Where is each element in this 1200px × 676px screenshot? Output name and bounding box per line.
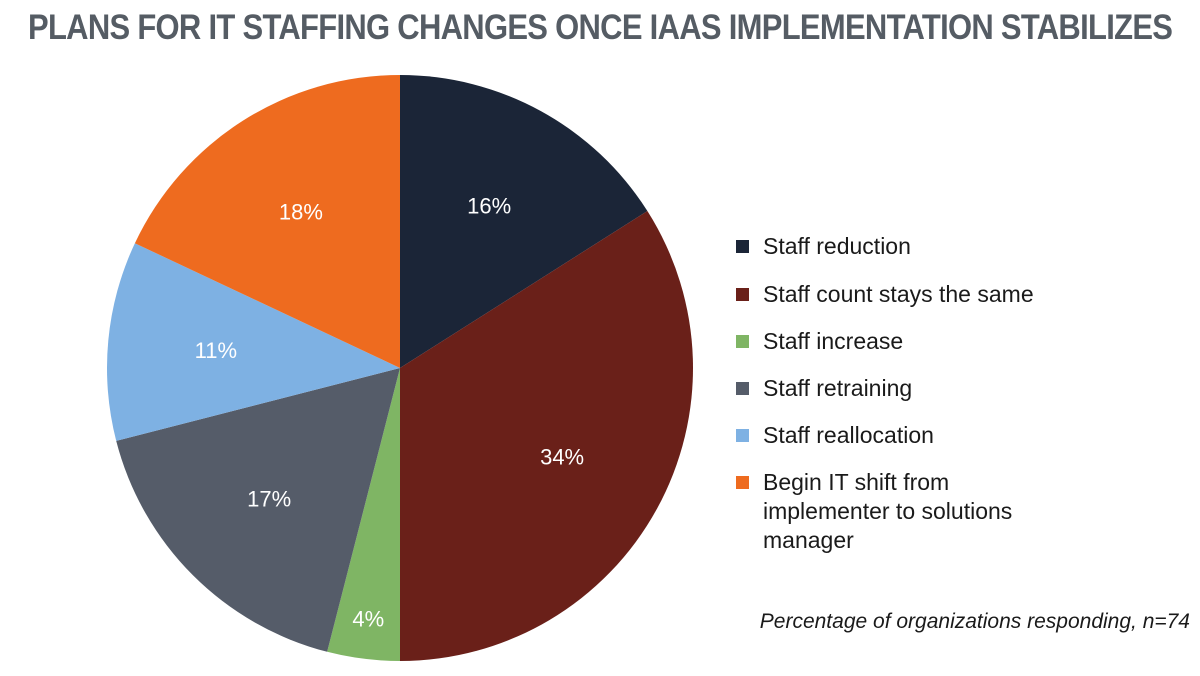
legend-label: Staff reduction xyxy=(763,233,911,259)
legend-label: Staff increase xyxy=(763,328,904,354)
pie-slice-staff-reduction xyxy=(400,75,648,368)
legend-swatch xyxy=(736,288,749,301)
pie-slice-staff-retraining xyxy=(116,368,400,652)
pie-data-label: 11% xyxy=(195,338,237,363)
legend-swatch xyxy=(736,335,749,348)
pie-data-label: 4% xyxy=(352,607,384,632)
legend-item-staff-increase: Staff increase xyxy=(736,327,1063,356)
legend-label: Staff count stays the same xyxy=(763,281,1034,307)
pie-slice-staff-reallocation xyxy=(106,243,400,441)
legend-label: Begin IT shift from implementer to solut… xyxy=(763,469,1013,553)
legend-item-begin-it-shift-from-implementer-to-solutions-manager: Begin IT shift from implementer to solut… xyxy=(736,468,1063,555)
pie-data-label: 17% xyxy=(247,486,291,511)
legend-swatch xyxy=(736,429,749,442)
legend-item-staff-reduction: Staff reduction xyxy=(736,232,1063,261)
pie-data-label: 34% xyxy=(540,445,584,470)
legend-label: Staff reallocation xyxy=(763,422,934,448)
legend-label: Staff retraining xyxy=(763,375,913,401)
pie-slice-staff-increase xyxy=(327,368,400,661)
pie-data-label: 18% xyxy=(279,199,323,224)
pie-slice-staff-count-stays-the-same xyxy=(400,211,693,661)
legend-swatch xyxy=(736,240,749,253)
legend-item-staff-count-stays-the-same: Staff count stays the same xyxy=(736,280,1063,309)
pie-slice-begin-it-shift-from-implementer-to-solutions-manager xyxy=(134,75,400,368)
pie-data-label: 16% xyxy=(467,193,511,218)
footnote: Percentage of organizations responding, … xyxy=(759,610,1190,633)
legend-item-staff-retraining: Staff retraining xyxy=(736,374,1063,403)
legend-swatch xyxy=(736,382,749,395)
legend-item-staff-reallocation: Staff reallocation xyxy=(736,421,1063,450)
chart-title: PLANS FOR IT STAFFING CHANGES ONCE IAAS … xyxy=(28,8,1173,47)
legend-swatch xyxy=(736,476,749,489)
